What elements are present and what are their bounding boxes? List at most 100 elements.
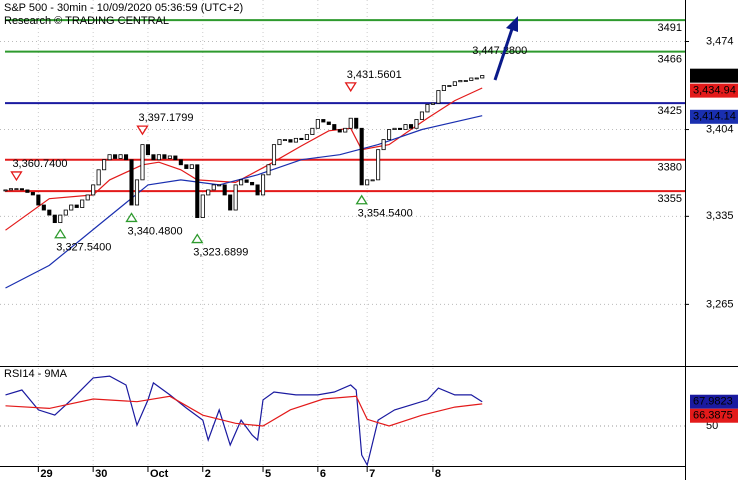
rsi-title: RSI14 - 9MA (4, 368, 68, 380)
candle (14, 188, 19, 191)
rsi-label-box (690, 408, 738, 423)
candle (354, 117, 359, 129)
candle (80, 199, 85, 208)
x-tick-label: Oct (150, 468, 169, 480)
low-marker (355, 194, 368, 205)
candle (30, 192, 35, 196)
candle (8, 188, 14, 191)
candle (113, 154, 118, 159)
candle (52, 214, 57, 224)
high-marker (10, 171, 23, 182)
candle (25, 189, 30, 193)
candle (387, 129, 392, 141)
low-marker (191, 233, 204, 244)
level-label: 3355 (658, 193, 682, 205)
x-tick-label: 6 (320, 468, 326, 480)
candle (463, 80, 468, 82)
candle (134, 179, 140, 206)
candle (425, 103, 430, 113)
candle (255, 184, 260, 196)
chart-title: S&P 500 - 30min - 10/09/2020 05:36:59 (U… (4, 2, 243, 14)
candle (233, 184, 238, 211)
x-tick-label: 30 (95, 468, 107, 480)
candle (408, 124, 414, 129)
candle (282, 139, 288, 142)
candle (184, 164, 189, 169)
candle (228, 194, 233, 211)
candle (173, 155, 178, 161)
x-tick-label: 2 (205, 468, 211, 480)
candle (151, 154, 156, 161)
rsi-label-box (690, 394, 738, 409)
candle (239, 179, 244, 186)
price-label: 3,434.94 (693, 85, 736, 97)
candle (91, 184, 96, 196)
candle (277, 139, 282, 146)
candle (315, 119, 320, 129)
candle (288, 139, 293, 143)
candle (102, 159, 107, 171)
annotation-label: 3,327.5400 (56, 242, 111, 254)
candle (310, 127, 315, 135)
candle (414, 119, 419, 129)
candle (332, 124, 337, 130)
candle (3, 189, 8, 192)
candle (359, 127, 364, 186)
y-tick-label: 3,404 (706, 123, 734, 135)
candle (441, 85, 446, 91)
forecast-arrow-head (506, 16, 518, 32)
candle (195, 164, 200, 218)
series-line (5, 395, 483, 427)
candle (293, 137, 298, 143)
candle (118, 154, 123, 159)
low-marker (54, 228, 67, 239)
candle (326, 121, 331, 125)
annotation-label: 3,431.5601 (347, 69, 402, 81)
candle (58, 214, 63, 224)
y-tick-label: 3,335 (706, 210, 734, 222)
candle (397, 127, 403, 130)
candle (250, 181, 255, 186)
x-tick-label: 8 (435, 468, 441, 480)
candle (436, 90, 441, 104)
candle (266, 164, 271, 176)
candle (36, 194, 41, 206)
forecast-arrow (493, 25, 515, 81)
candle (430, 102, 435, 105)
candle (206, 189, 211, 196)
candle (304, 134, 309, 141)
candle (392, 127, 397, 130)
price-label: 3,446.83 (693, 70, 736, 82)
candle (452, 81, 457, 86)
candle (140, 144, 145, 181)
candle (85, 194, 90, 201)
level-label: 3425 (658, 105, 682, 117)
candle (69, 204, 74, 211)
series-line (5, 87, 483, 231)
candle (222, 184, 227, 196)
candle (370, 179, 375, 182)
candle (376, 149, 381, 181)
candle (211, 184, 216, 191)
price-label-box (690, 83, 738, 98)
candle (244, 179, 249, 183)
annotation-label: 3,360.7400 (12, 158, 67, 170)
high-marker (136, 125, 149, 136)
candle (419, 111, 425, 120)
candle (63, 209, 68, 216)
level-label: 3466 (658, 53, 682, 65)
annotation-label: 3,397.1799 (138, 112, 193, 124)
candle (74, 204, 79, 208)
candle (96, 169, 101, 186)
rsi-label: 66.3875 (693, 410, 733, 422)
x-tick-label: 7 (369, 468, 375, 480)
candle (123, 154, 129, 161)
x-tick-label: 5 (265, 468, 271, 480)
candle (47, 209, 52, 216)
candle (348, 117, 353, 129)
candle (447, 85, 452, 87)
y-tick-label: 3,474 (706, 35, 734, 47)
